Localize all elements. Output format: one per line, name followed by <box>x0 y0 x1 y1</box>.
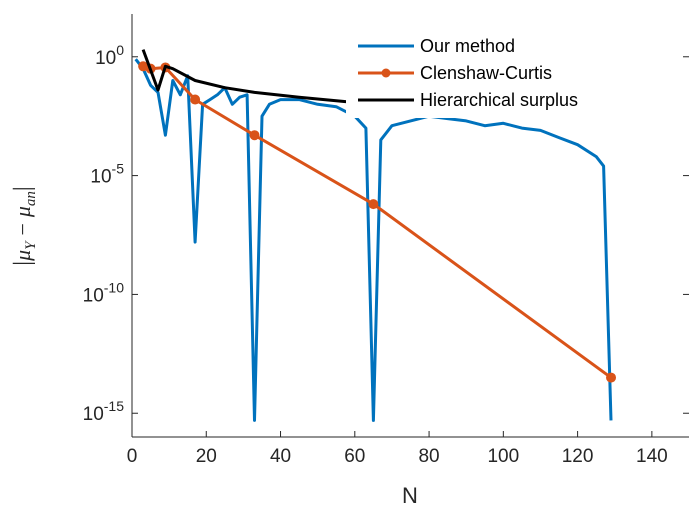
series-line-0 <box>134 58 613 422</box>
series-point-1 <box>606 372 617 383</box>
legend: Our method Clenshaw-Curtis Hierarchical su… <box>346 28 650 118</box>
y-tick-label: 10-10 <box>83 279 125 306</box>
y-tick-label: 10-15 <box>83 398 125 425</box>
series-point-1 <box>368 199 379 210</box>
series-layer <box>134 49 617 422</box>
x-tick-label: 60 <box>344 446 365 467</box>
legend-label-0: Our method <box>420 36 515 56</box>
x-tick-label: 0 <box>127 446 138 467</box>
legend-label-2: Hierarchical surplus <box>420 90 578 110</box>
legend-label-1: Clenshaw-Curtis <box>420 63 552 83</box>
legend-marker-1 <box>381 68 391 78</box>
y-tick-label: 100 <box>95 42 124 69</box>
y-axis-label: |μY−μan| <box>10 186 39 265</box>
y-tick-label: 10-5 <box>90 161 124 188</box>
x-tick-label: 120 <box>562 446 594 467</box>
x-tick-label: 20 <box>196 446 217 467</box>
x-tick-label: 100 <box>487 446 519 467</box>
x-tick-label: 40 <box>270 446 291 467</box>
svg-text:|μY−μan|: |μY−μan| <box>10 186 39 265</box>
x-tick-label: 140 <box>636 446 668 467</box>
ticks-layer: 0 20 40 60 80 100 120 140 100 10-5 10-10 10-15 <box>83 42 689 467</box>
x-axis-label: N <box>402 483 418 508</box>
series-point-1 <box>249 130 260 141</box>
series-line-2 <box>141 49 612 118</box>
x-tick-label: 80 <box>418 446 439 467</box>
axes-layer <box>131 14 689 438</box>
series-point-1 <box>190 94 201 105</box>
